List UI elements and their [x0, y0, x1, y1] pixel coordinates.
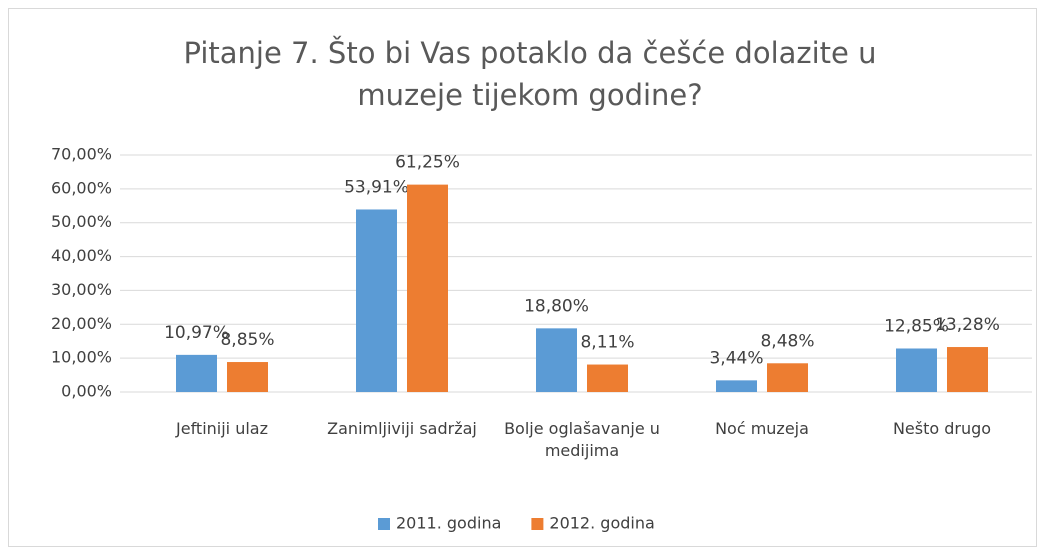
x-tick-label: Jeftiniji ulaz	[176, 419, 268, 438]
x-tick-label-box: Noć muzeja	[715, 419, 809, 438]
bar	[176, 354, 217, 392]
bar	[407, 184, 448, 392]
value-label: 53,91%	[344, 177, 409, 197]
x-tick-label: Noć muzeja	[715, 419, 809, 438]
x-tick-label-box: Jeftiniji ulaz	[176, 419, 268, 438]
value-label: 10,97%	[164, 323, 229, 343]
y-tick-label: 30,00%	[51, 280, 112, 299]
bar	[767, 363, 808, 392]
value-label: 18,80%	[524, 296, 589, 316]
x-tick-label: Zanimljiviji sadržaj	[327, 419, 477, 438]
y-tick-label: 50,00%	[51, 212, 112, 231]
value-label: 12,85%	[884, 316, 949, 336]
bar	[356, 209, 397, 392]
legend-swatch	[531, 518, 544, 530]
y-tick-label: 60,00%	[51, 178, 112, 197]
x-tick-label: Bolje oglašavanje u medijima	[504, 419, 660, 460]
y-tick-label: 10,00%	[51, 348, 112, 367]
value-label: 13,28%	[935, 315, 1000, 335]
bar	[587, 364, 628, 392]
chart-frame	[8, 8, 1037, 547]
x-tick-label: Nešto drugo	[892, 419, 992, 438]
x-tick-label-box: Zanimljiviji sadržaj	[327, 419, 477, 438]
x-tick-label-box: Nešto drugo	[892, 419, 992, 438]
bar	[227, 362, 268, 392]
bar	[896, 348, 937, 392]
legend-label: 2011. godina	[396, 514, 501, 533]
y-tick-label: 20,00%	[51, 314, 112, 333]
bar	[716, 380, 757, 392]
chart-title-box: Pitanje 7. Što bi Vas potaklo da češće d…	[183, 36, 877, 112]
value-label: 8,11%	[580, 333, 634, 353]
value-label: 61,25%	[395, 153, 460, 173]
y-tick-label: 0,00%	[61, 382, 112, 401]
x-tick-label-box: Bolje oglašavanje u medijima	[504, 419, 660, 460]
legend-swatch	[378, 518, 390, 530]
bar	[536, 328, 577, 392]
y-tick-label: 70,00%	[51, 145, 112, 164]
value-label: 8,48%	[760, 331, 814, 351]
y-tick-label: 40,00%	[51, 246, 112, 265]
chart-title: Pitanje 7. Što bi Vas potaklo da češće d…	[183, 36, 877, 112]
value-label: 3,44%	[709, 348, 763, 368]
bar	[947, 347, 988, 392]
legend-label: 2012. godina	[549, 514, 654, 533]
value-label: 8,85%	[220, 330, 274, 350]
